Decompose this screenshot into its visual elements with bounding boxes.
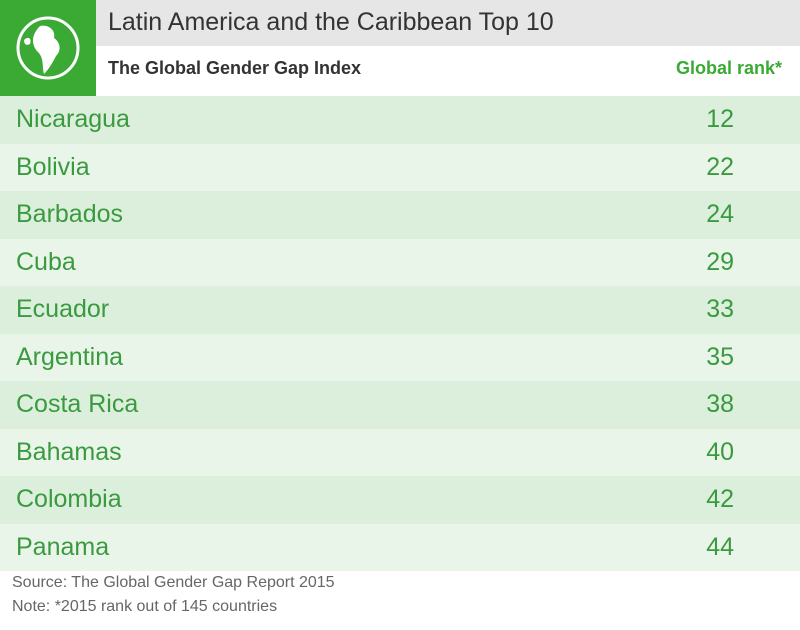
country: Barbados: [16, 200, 124, 228]
table-row: Bolivia 22: [0, 143, 800, 191]
globe-icon: [0, 0, 96, 96]
title-bar: Latin America and the Caribbean Top 10: [96, 0, 800, 46]
rank: 12: [706, 105, 734, 133]
table-row: Colombia 42: [0, 476, 800, 524]
country: Colombia: [16, 485, 122, 513]
table-row: Ecuador 33: [0, 286, 800, 334]
table-row: Panama 44: [0, 523, 800, 571]
table-row: Cuba 29: [0, 238, 800, 286]
rank: 24: [706, 200, 734, 228]
note: Note: *2015 rank out of 145 countries: [12, 598, 278, 615]
source: Source: The Global Gender Gap Report 201…: [12, 574, 335, 591]
table-row: Nicaragua 12: [0, 96, 800, 144]
table-row: Barbados 24: [0, 191, 800, 239]
country: Cuba: [16, 247, 76, 276]
country: Panama: [16, 532, 110, 561]
country: Argentina: [16, 342, 124, 371]
rank: 40: [706, 437, 734, 466]
country: Nicaragua: [16, 105, 130, 133]
country: Bahamas: [16, 437, 122, 466]
country: Ecuador: [16, 295, 110, 323]
rank: 33: [706, 295, 734, 323]
rank: 38: [706, 390, 734, 418]
table: Nicaragua 12 Bolivia 22 Barbados 24 Cuba 29 Ecua…: [0, 96, 800, 571]
table-row: Costa Rica 38: [0, 381, 800, 429]
rank: 42: [706, 485, 734, 513]
rank: 22: [706, 152, 734, 181]
table-row: Argentina 35: [0, 333, 800, 381]
rank: 29: [706, 247, 734, 276]
table-row: Bahamas 40: [0, 428, 800, 476]
rank: 44: [706, 532, 734, 561]
subtitle: The Global Gender Gap Index: [108, 58, 362, 78]
title: Latin America and the Caribbean Top 10: [108, 8, 554, 36]
rank: 35: [706, 342, 734, 371]
column-label: Global rank*: [675, 58, 782, 78]
country: Costa Rica: [16, 390, 139, 418]
country: Bolivia: [16, 152, 90, 181]
